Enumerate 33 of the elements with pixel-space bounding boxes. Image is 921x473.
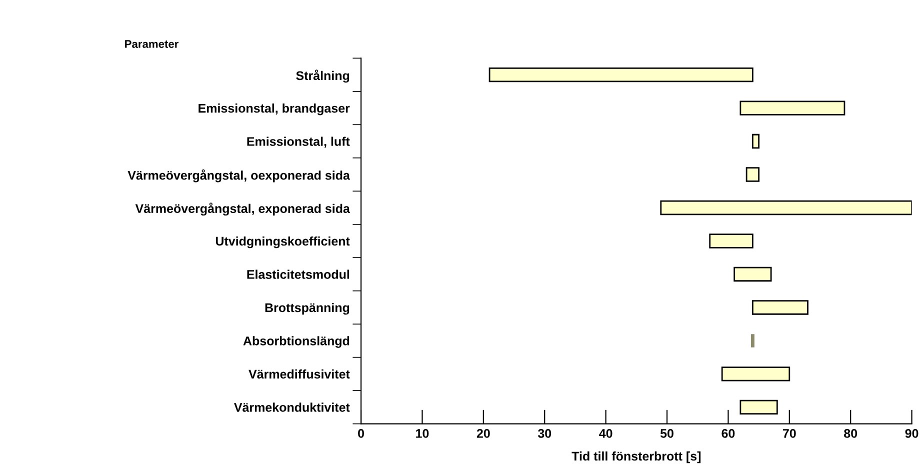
y-tick-label: Strålning xyxy=(296,70,350,83)
y-tick-label: Absorbtionslängd xyxy=(243,336,350,348)
y-tick-label: Värmekonduktivitet xyxy=(234,402,350,412)
y-tick-label: Elasticitetsmodul xyxy=(247,270,350,279)
x-tick-label: 20 xyxy=(476,429,490,438)
y-tick-label: Utvidgningskoefficient xyxy=(216,236,350,248)
bar xyxy=(746,167,760,182)
x-tick-label: 80 xyxy=(844,429,858,438)
bar xyxy=(709,234,754,248)
y-tick-label: Brottspänning xyxy=(265,302,350,315)
x-tick-label: 70 xyxy=(782,429,796,438)
bar xyxy=(752,300,808,315)
x-tick-label: 50 xyxy=(660,429,674,438)
y-tick-label: Emissionstal, brandgaser xyxy=(198,104,350,116)
x-tick-label: 90 xyxy=(905,429,918,438)
y-tick-label: Värmeövergångstal, exponerad sida xyxy=(135,202,350,216)
bar xyxy=(740,400,778,415)
bar xyxy=(734,266,772,282)
x-tick-label: 60 xyxy=(722,429,735,438)
y-tick-label: Värmediffusivitet xyxy=(248,369,350,379)
y-tick-label: Värmeövergångstal, oexponerad sida xyxy=(128,169,350,182)
bar xyxy=(721,366,790,382)
x-tick-label: 30 xyxy=(538,429,552,438)
y-axis-title: Parameter xyxy=(125,40,179,48)
x-tick-label: 10 xyxy=(416,429,429,438)
bar xyxy=(488,67,754,82)
y-tick-label: Emissionstal, luft xyxy=(247,136,350,148)
x-tick-label: 40 xyxy=(599,429,612,438)
x-axis-title: Tid till fönsterbrott [s] xyxy=(572,451,701,464)
x-tick-label: 0 xyxy=(358,429,364,438)
bar xyxy=(752,134,760,149)
bar xyxy=(660,200,912,216)
bar xyxy=(740,100,846,116)
